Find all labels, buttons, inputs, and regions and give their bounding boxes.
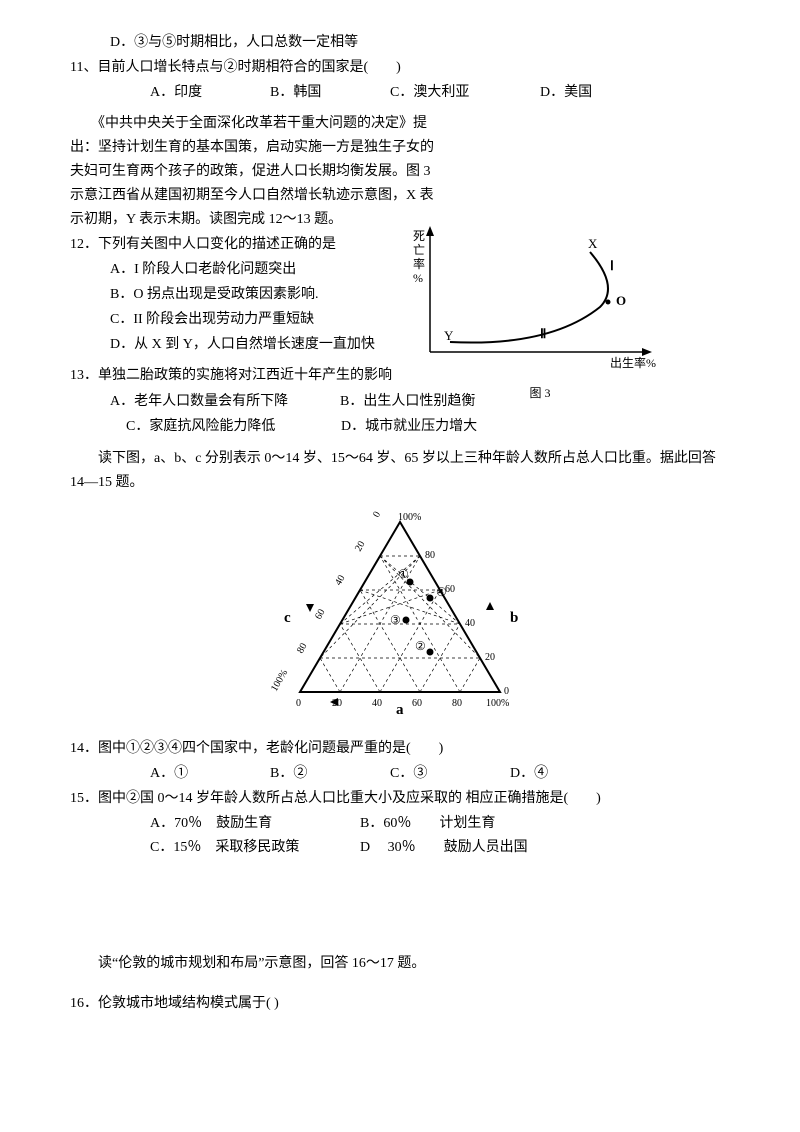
fig3-O: O bbox=[616, 293, 626, 308]
q11-stem: 11、目前人口增长特点与②时期相符合的国家是( ) bbox=[70, 56, 730, 80]
q16-stem: 16．伦敦城市地域结构模式属于( ) bbox=[70, 992, 730, 1016]
fig3-yl1: 死 bbox=[413, 229, 425, 243]
q13-d: D．城市就业压力增大 bbox=[341, 415, 477, 439]
q10d-text: ③与⑤时期相比，人口总数一定相等 bbox=[134, 35, 358, 50]
svg-text:0: 0 bbox=[296, 698, 301, 709]
q15-row2: C．15％ 采取移民政策 D 30％ 鼓励人员出国 bbox=[70, 836, 730, 860]
q14-stem-text: 图中①②③④四个国家中，老龄化问题最严重的是( ) bbox=[98, 741, 443, 756]
svg-text:②: ② bbox=[415, 639, 426, 653]
q11-b: B．韩国 bbox=[270, 81, 390, 105]
fig3-yl2: 亡 bbox=[413, 243, 425, 257]
q12-num: 12． bbox=[70, 237, 98, 252]
q11-num: 11、 bbox=[70, 60, 97, 75]
q15-c: C．15％ 采取移民政策 bbox=[150, 836, 360, 860]
q15-stem-text: 图中②国 0～14 岁年龄人数所占总人口比重大小及应采取的 相应正确措施是( ) bbox=[98, 791, 601, 806]
svg-text:b: b bbox=[510, 610, 518, 626]
svg-text:③: ③ bbox=[390, 613, 401, 627]
svg-text:a: a bbox=[396, 702, 404, 718]
q14-num: 14． bbox=[70, 741, 98, 756]
q14-b: B．② bbox=[270, 762, 390, 786]
q13-stem-text: 单独二胎政策的实施将对江西近十年产生的影响 bbox=[98, 368, 392, 383]
q15-stem: 15．图中②国 0～14 岁年龄人数所占总人口比重大小及应采取的 相应正确措施是… bbox=[70, 787, 730, 811]
q11-d: D．美国 bbox=[540, 81, 690, 105]
q11-a: A．印度 bbox=[150, 81, 270, 105]
svg-text:40: 40 bbox=[465, 618, 475, 629]
q16-stem-text: 伦敦城市地域结构模式属于( ) bbox=[98, 996, 279, 1011]
passage1: 《中共中央关于全面深化改革若干重大问题的决定》提出：坚持计划生育的基本国策，启动… bbox=[70, 112, 440, 231]
fig3-xl: 出生率% bbox=[610, 355, 656, 370]
q15-row1: A．70％ 鼓励生育 B．60％ 计划生育 bbox=[70, 812, 730, 836]
svg-text:20: 20 bbox=[485, 652, 495, 663]
svg-text:80: 80 bbox=[425, 550, 435, 561]
q15-b: B．60％ 计划生育 bbox=[360, 812, 495, 836]
svg-text:60: 60 bbox=[445, 584, 455, 595]
svg-text:80: 80 bbox=[452, 698, 462, 709]
q11-c: C．澳大利亚 bbox=[390, 81, 540, 105]
q11-options: A．印度 B．韩国 C．澳大利亚 D．美国 bbox=[70, 81, 730, 105]
svg-text:60: 60 bbox=[412, 698, 422, 709]
q14-d: D．④ bbox=[510, 762, 630, 786]
q14-a: A．① bbox=[150, 762, 270, 786]
triangle-figure: ① ④ ③ ② a b c 0 20 40 60 80 100% 0 20 40… bbox=[70, 502, 730, 731]
figure-3-svg: X Y Ⅰ Ⅱ O 死 亡 率 % 出生率% bbox=[410, 222, 660, 372]
q12-stem-text: 下列有关图中人口变化的描述正确的是 bbox=[98, 237, 336, 252]
svg-text:40: 40 bbox=[372, 698, 382, 709]
fig3-I: Ⅰ bbox=[610, 258, 614, 273]
q13-a: A．老年人口数量会有所下降 bbox=[110, 390, 340, 414]
svg-text:100%: 100% bbox=[486, 698, 509, 709]
q10-option-d: D．③与⑤时期相比，人口总数一定相等 bbox=[70, 31, 730, 55]
fig3-II: Ⅱ bbox=[540, 326, 546, 341]
passage2: 读下图，a、b、c 分别表示 0～14 岁、15～64 岁、65 岁以上三种年龄… bbox=[70, 447, 730, 495]
q14-stem: 14．图中①②③④四个国家中，老龄化问题最严重的是( ) bbox=[70, 737, 730, 761]
fig3-yl4: % bbox=[413, 271, 423, 285]
q10d-label: D． bbox=[110, 35, 134, 50]
q14-opts: A．① B．② C．③ D．④ bbox=[70, 762, 730, 786]
q13-row2: C．家庭抗风险能力降低 D．城市就业压力增大 bbox=[70, 415, 730, 439]
svg-text:100%: 100% bbox=[398, 512, 421, 523]
q13-num: 13． bbox=[70, 368, 98, 383]
q11-stem-text: 目前人口增长特点与②时期相符合的国家是( ) bbox=[97, 60, 400, 75]
q14-c: C．③ bbox=[390, 762, 510, 786]
q15-a: A．70％ 鼓励生育 bbox=[150, 812, 360, 836]
q13-c: C．家庭抗风险能力降低 bbox=[126, 415, 341, 439]
q15-num: 15． bbox=[70, 791, 98, 806]
fig3-yl3: 率 bbox=[413, 256, 425, 271]
passage3: 读“伦敦的城市规划和布局”示意图，回答 16～17 题。 bbox=[70, 952, 730, 976]
figure-3-wrap: X Y Ⅰ Ⅱ O 死 亡 率 % 出生率% 图 3 bbox=[410, 222, 670, 403]
fig3-Y: Y bbox=[444, 328, 454, 343]
svg-text:①: ① bbox=[398, 567, 409, 581]
q16-num: 16． bbox=[70, 996, 98, 1011]
fig3-caption: 图 3 bbox=[410, 383, 670, 403]
q15-d: D 30％ 鼓励人员出国 bbox=[360, 836, 528, 860]
svg-text:c: c bbox=[284, 610, 291, 626]
svg-text:0: 0 bbox=[504, 686, 509, 697]
fig3-X: X bbox=[588, 236, 598, 251]
